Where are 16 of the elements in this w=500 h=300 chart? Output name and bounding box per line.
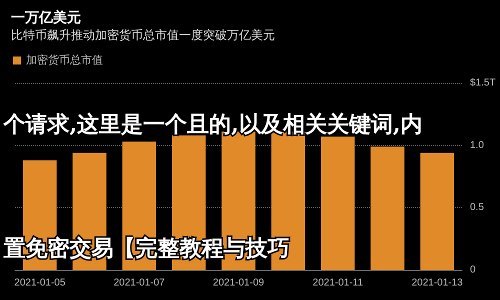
bar [420,152,454,270]
y-tick-label: $1.5T [470,78,496,88]
x-tick-label: 2021-01-09 [212,278,265,288]
y-tick-label: 0 [470,264,476,276]
bar [320,136,355,270]
legend-label: 加密货币总市值 [26,54,103,66]
x-tick-label: 2021-01-07 [114,278,166,288]
x-tick-label: 2021-01-11 [312,278,364,288]
chart-subtitle: 比特币飙升推动加密货币总市值一度突破万亿美元 [11,28,275,42]
chart-title: 一万亿美元 [11,9,81,26]
bar [370,146,404,270]
x-tick-label: 2021-01-13 [412,278,464,288]
annotation: 个请求,这里是一个且的,以及相关关键词,内 [2,112,422,138]
x-tick-label: 2021-01-05 [14,278,66,288]
y-tick-label: 0.5 [470,202,484,214]
y-tick-label: 1.0 [470,140,484,151]
